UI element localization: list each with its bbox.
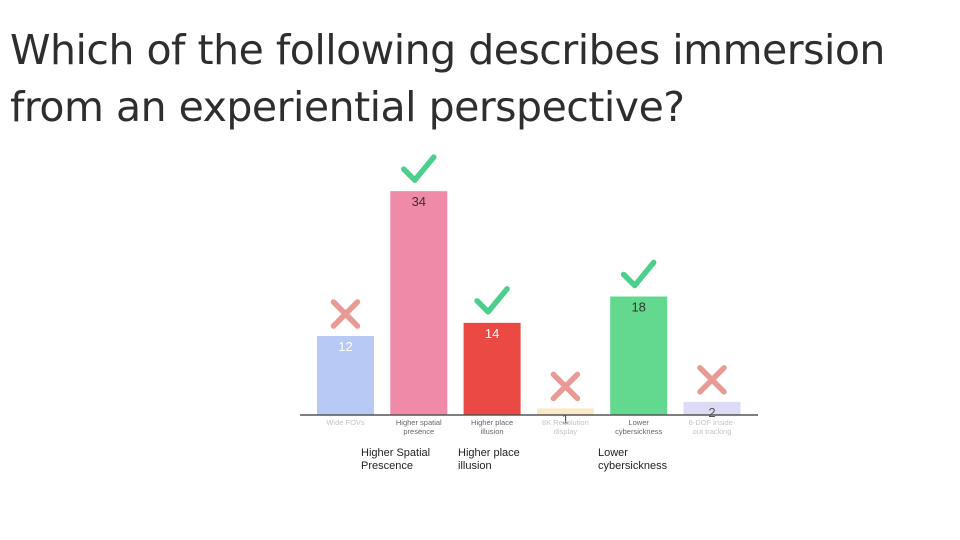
bar-value-label: 14 <box>485 326 499 341</box>
check-icon <box>620 259 657 289</box>
caption-higher-spatial-presence: Higher Spatial Prescence <box>361 447 431 472</box>
check-icon <box>401 154 437 183</box>
category-tick-label: 6-DOF inside-out tracking <box>689 418 736 436</box>
cross-icon <box>550 371 581 402</box>
cross-icon <box>697 365 727 395</box>
bar <box>317 336 374 415</box>
category-tick-label: Higher place illusion <box>471 418 513 436</box>
bar <box>610 296 668 415</box>
bar-value-label: 34 <box>412 194 426 209</box>
bar <box>463 322 521 415</box>
caption-lower-cybersickness: Lower cybersickness <box>598 447 668 472</box>
bar <box>390 191 448 415</box>
bar <box>536 408 594 415</box>
question-title: Which of the following describes immersi… <box>10 22 955 136</box>
category-tick-label: Wide FOVs <box>326 418 365 427</box>
question-line-2: from an experiential perspective? <box>10 83 685 131</box>
bar-value-label: 1 <box>562 411 569 426</box>
cross-icon <box>330 299 361 329</box>
bar-value-label: 12 <box>338 339 352 354</box>
check-icon <box>474 286 510 315</box>
bar-value-label: 2 <box>708 405 715 420</box>
caption-higher-place-illusion: Higher place illusion <box>458 447 520 472</box>
category-tick-label: Higher spatial presence <box>396 418 442 436</box>
category-tick-label: 8K Resolution display <box>542 418 589 436</box>
bar <box>683 401 741 415</box>
question-line-1: Which of the following describes immersi… <box>10 26 885 74</box>
category-tick-label: Lower cybersickness <box>615 418 662 436</box>
bar-value-label: 18 <box>631 300 645 315</box>
